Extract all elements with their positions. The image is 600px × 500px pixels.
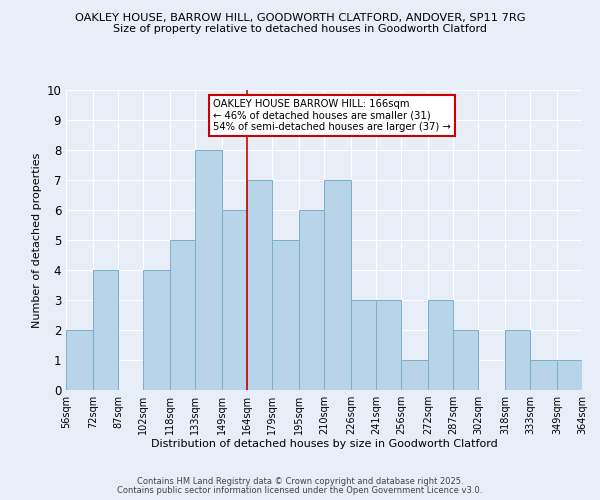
Bar [401,360,428,390]
Text: OAKLEY HOUSE, BARROW HILL, GOODWORTH CLATFORD, ANDOVER, SP11 7RG: OAKLEY HOUSE, BARROW HILL, GOODWORTH CLA… [75,12,525,22]
Bar [143,270,170,390]
Bar [505,330,530,390]
Bar [557,360,582,390]
Bar [66,330,93,390]
Bar [453,330,478,390]
Bar [247,180,272,390]
Bar [195,150,222,390]
Bar [299,210,324,390]
Bar [428,300,453,390]
Text: OAKLEY HOUSE BARROW HILL: 166sqm
← 46% of detached houses are smaller (31)
54% o: OAKLEY HOUSE BARROW HILL: 166sqm ← 46% o… [213,99,451,132]
Bar [93,270,118,390]
Bar [376,300,401,390]
Bar [170,240,195,390]
Bar [530,360,557,390]
Y-axis label: Number of detached properties: Number of detached properties [32,152,42,328]
Text: Size of property relative to detached houses in Goodworth Clatford: Size of property relative to detached ho… [113,24,487,34]
Text: Contains HM Land Registry data © Crown copyright and database right 2025.: Contains HM Land Registry data © Crown c… [137,477,463,486]
Text: Contains public sector information licensed under the Open Government Licence v3: Contains public sector information licen… [118,486,482,495]
Bar [351,300,376,390]
Bar [324,180,351,390]
X-axis label: Distribution of detached houses by size in Goodworth Clatford: Distribution of detached houses by size … [151,438,497,448]
Bar [222,210,247,390]
Bar [272,240,299,390]
